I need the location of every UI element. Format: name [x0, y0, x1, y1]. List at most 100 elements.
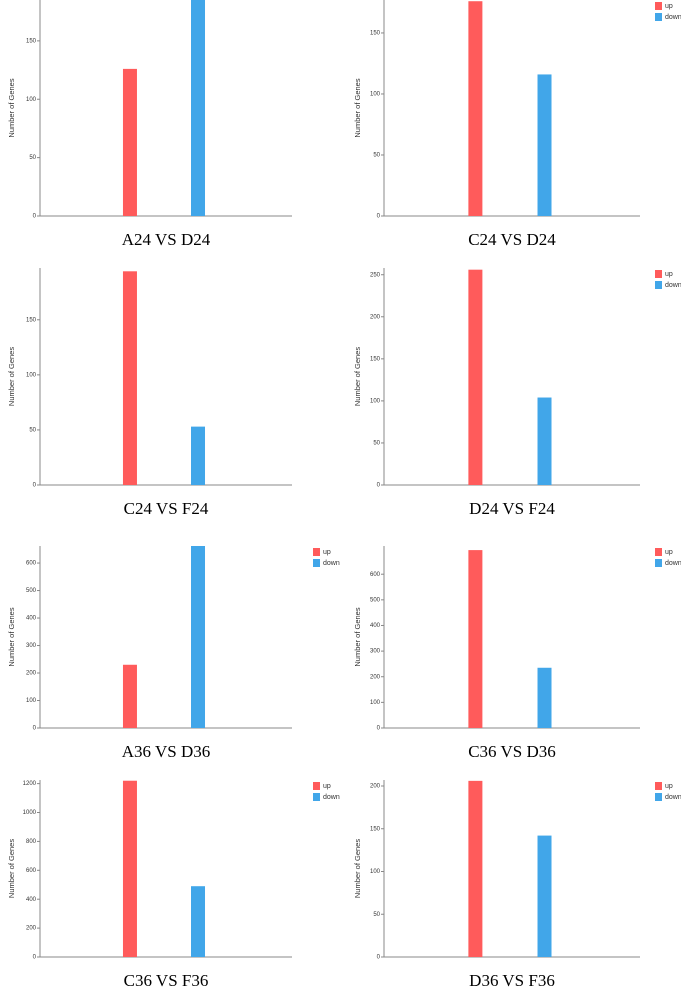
y-tick-label: 0 — [33, 214, 37, 220]
legend-swatch — [655, 13, 662, 21]
y-tick-label: 150 — [26, 38, 37, 44]
y-tick-label: 150 — [370, 356, 381, 362]
y-tick-label: 200 — [370, 674, 381, 680]
y-tick-label: 300 — [26, 643, 37, 649]
legend-swatch — [655, 270, 662, 278]
y-tick-label: 0 — [33, 955, 37, 961]
bar — [537, 397, 552, 485]
legend-label: up — [665, 271, 673, 278]
y-tick-label: 200 — [370, 784, 381, 790]
y-tick-label: 800 — [26, 839, 37, 845]
y-axis-label: Number of Genes — [353, 839, 362, 898]
y-tick-label: 600 — [26, 868, 37, 874]
legend-label: up — [665, 3, 673, 10]
chart-title: C24 VS D24 — [468, 230, 556, 249]
y-tick-label: 50 — [373, 153, 380, 159]
y-tick-label: 1000 — [23, 810, 37, 816]
legend-swatch — [655, 548, 662, 556]
y-tick-label: 0 — [33, 726, 37, 732]
y-tick-label: 500 — [370, 597, 381, 603]
y-axis-label: Number of Genes — [353, 607, 362, 666]
legend-swatch — [655, 559, 662, 567]
chart-title: C36 VS F36 — [124, 971, 209, 990]
y-tick-label: 150 — [370, 826, 381, 832]
y-tick-label: 500 — [26, 588, 37, 594]
y-tick-label: 0 — [377, 483, 381, 489]
y-tick-label: 150 — [370, 31, 381, 37]
y-axis-label: Number of Genes — [7, 839, 16, 898]
bar — [191, 886, 206, 957]
bar — [468, 780, 483, 957]
bar — [122, 780, 137, 957]
chart-title: C24 VS F24 — [124, 499, 209, 518]
y-axis-label: Number of Genes — [353, 78, 362, 137]
bar — [537, 667, 552, 728]
legend-label: down — [323, 560, 340, 567]
bar — [468, 550, 483, 728]
legend-label: down — [665, 14, 681, 21]
chart-title: D36 VS F36 — [469, 971, 555, 990]
y-tick-label: 200 — [26, 926, 37, 932]
y-tick-label: 50 — [29, 428, 36, 434]
y-tick-label: 250 — [370, 272, 381, 278]
legend-swatch — [313, 548, 320, 556]
y-tick-label: 100 — [370, 700, 381, 706]
y-tick-label: 200 — [26, 671, 37, 677]
legend-label: up — [665, 549, 673, 556]
y-tick-label: 600 — [26, 561, 37, 567]
y-tick-label: 200 — [370, 314, 381, 320]
y-axis-label: Number of Genes — [353, 347, 362, 406]
legend-label: up — [323, 549, 331, 556]
legend-label: up — [323, 783, 331, 790]
y-tick-label: 100 — [370, 398, 381, 404]
bar — [122, 271, 137, 485]
bar — [191, 426, 206, 485]
y-axis-label: Number of Genes — [7, 607, 16, 666]
y-tick-label: 100 — [26, 372, 37, 378]
legend-swatch — [313, 793, 320, 801]
bar — [468, 269, 483, 485]
chart-title: A36 VS D36 — [122, 742, 210, 761]
y-tick-label: 0 — [377, 955, 381, 961]
y-tick-label: 400 — [26, 897, 37, 903]
y-tick-label: 50 — [373, 912, 380, 918]
chart-title: A24 VS D24 — [122, 230, 211, 249]
legend-label: down — [665, 794, 681, 801]
y-tick-label: 600 — [370, 572, 381, 578]
chart-title: C36 VS D36 — [468, 742, 556, 761]
legend-swatch — [655, 793, 662, 801]
y-tick-label: 400 — [26, 616, 37, 622]
y-axis-label: Number of Genes — [7, 347, 16, 406]
chart-title: D24 VS F24 — [469, 499, 555, 518]
bar — [537, 835, 552, 957]
y-tick-label: 0 — [377, 214, 381, 220]
y-tick-label: 100 — [26, 97, 37, 103]
legend-swatch — [655, 281, 662, 289]
legend-label: up — [665, 783, 673, 790]
y-axis-label: Number of Genes — [7, 78, 16, 137]
y-tick-label: 150 — [26, 317, 37, 323]
bar — [191, 546, 206, 728]
y-tick-label: 100 — [370, 869, 381, 875]
y-tick-label: 50 — [373, 441, 380, 447]
y-tick-label: 50 — [29, 155, 36, 161]
y-tick-label: 0 — [33, 483, 37, 489]
bar — [191, 0, 206, 216]
legend-swatch — [655, 2, 662, 10]
legend-swatch — [655, 782, 662, 790]
y-tick-label: 400 — [370, 623, 381, 629]
y-tick-label: 0 — [377, 726, 381, 732]
bar — [122, 68, 137, 216]
y-tick-label: 300 — [370, 649, 381, 655]
legend-label: down — [665, 282, 681, 289]
y-tick-label: 1200 — [23, 781, 37, 787]
bar — [468, 1, 483, 217]
legend-swatch — [313, 559, 320, 567]
legend-swatch — [313, 782, 320, 790]
bar — [122, 664, 137, 728]
legend-label: down — [665, 560, 681, 567]
y-tick-label: 100 — [370, 92, 381, 98]
y-tick-label: 100 — [26, 698, 37, 704]
legend-label: down — [323, 794, 340, 801]
